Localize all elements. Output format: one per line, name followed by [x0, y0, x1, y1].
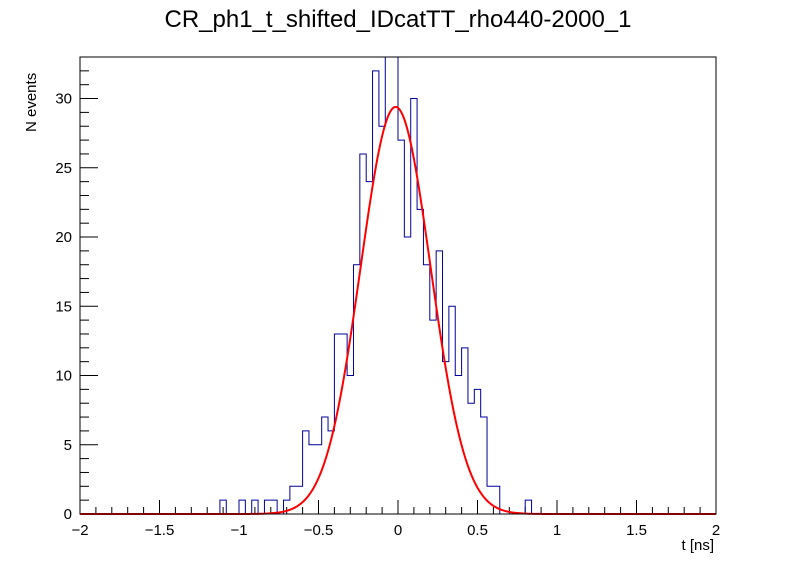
histogram-series	[80, 56, 716, 515]
gaussian-fit-line	[80, 105, 716, 515]
y-tick-label: 25	[55, 160, 72, 177]
x-tick-label: 1.5	[626, 522, 647, 539]
y-tick-label: 5	[64, 437, 72, 454]
x-tick-label: −1	[230, 522, 247, 539]
y-tick-label: 10	[55, 368, 72, 385]
x-tick-label: −1.5	[145, 522, 175, 539]
y-axis-label: N events	[23, 72, 40, 132]
x-tick-label: 2	[712, 522, 720, 539]
x-tick-label: 0	[394, 522, 402, 539]
y-tick-label: 15	[55, 298, 72, 315]
x-tick-labels: −2 −1.5 −1 −0.5 0 0.5 1 1.5 2	[71, 522, 720, 539]
plot-frame	[79, 56, 717, 515]
x-axis-ticks	[79, 500, 717, 514]
y-tick-label: 20	[55, 229, 72, 246]
x-tick-label: −0.5	[304, 522, 334, 539]
chart-title: CR_ph1_t_shifted_IDcatTT_rho440-2000_1	[164, 6, 632, 33]
y-axis-ticks	[80, 56, 98, 515]
y-tick-label: 0	[64, 506, 72, 523]
y-tick-label: 30	[55, 91, 72, 108]
x-axis-label: t [ns]	[681, 537, 714, 554]
y-tick-labels: 0 5 10 15 20 25 30	[55, 91, 72, 523]
x-tick-label: 1	[553, 522, 561, 539]
x-tick-label: −2	[71, 522, 88, 539]
x-tick-label: 0.5	[467, 522, 488, 539]
